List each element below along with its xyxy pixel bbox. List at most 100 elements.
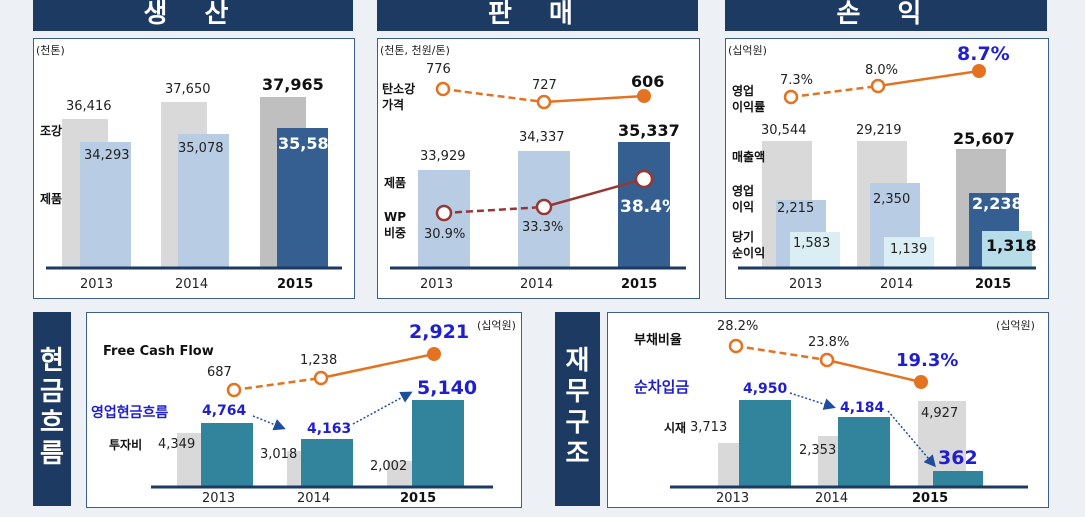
profit-net-bar-2015	[982, 231, 1032, 268]
fin-debt-ratio-value-2015: 19.3%	[896, 350, 959, 371]
fin-arrow-2013-2014	[789, 392, 836, 410]
financial-chart	[670, 338, 1028, 489]
sales-product-value-2015: 35,337	[618, 121, 680, 140]
cf-arrow-2014-2015	[352, 391, 413, 425]
sales-product-label: 제품	[384, 176, 407, 190]
cf-fcf-value-2015: 2,921	[409, 321, 470, 343]
sales-price-value-2014: 727	[532, 78, 557, 93]
prod-forging-value-2014: 37,650	[165, 82, 211, 97]
cf-fcf-point-2013	[226, 382, 242, 398]
cf-investment-value-2014: 3,018	[260, 447, 298, 462]
profit-op-value-2014: 2,350	[873, 192, 911, 207]
header-profit: 손 익	[725, 0, 1047, 31]
cf-operating-bar-2015	[412, 400, 464, 486]
sales-product-value-2014: 34,337	[519, 130, 565, 145]
sales-price-value-2013: 776	[426, 62, 451, 77]
cash-flow-header-text-char-0: 현	[40, 346, 64, 376]
fin-net-debt-value-2015: 362	[938, 447, 978, 469]
financial-header-text-char-1: 무	[565, 377, 590, 407]
profit-net-label: 당기 순이익	[732, 230, 766, 260]
profit-margin-line	[877, 69, 980, 88]
sales-wp-value-2013: 30.9%	[424, 227, 466, 242]
fin-debt-line	[826, 358, 922, 384]
profit-margin-label: 영업 이익률	[732, 84, 766, 114]
prod-forging-value-2013: 36,416	[66, 99, 112, 114]
cf-fcf-label: Free Cash Flow	[103, 344, 214, 359]
sales-wp-label: WP 비중	[384, 210, 407, 240]
profit-net-value-2013: 1,583	[793, 236, 831, 251]
cf-year-2015: 2015	[400, 491, 437, 506]
profit-net-bar-2014	[884, 237, 934, 268]
fin-netdebt-bar-2014	[838, 417, 890, 486]
profit-op-label: 영업 이익	[732, 184, 755, 214]
profit-margin-point-2015	[972, 64, 986, 78]
prod-product-bar-2015	[277, 128, 328, 268]
production-chart	[46, 97, 342, 270]
financial-header-text-char-3: 조	[565, 439, 590, 469]
fin-debt-ratio-label: 부채비율	[634, 333, 682, 348]
sales-wp-line	[543, 177, 645, 209]
cash-flow-header-text-char-1: 금	[40, 377, 64, 407]
fin-net-debt-label: 순차입금	[634, 378, 690, 396]
prod-product-value-2013: 34,293	[84, 148, 130, 163]
fin-debt-point-2015	[914, 375, 928, 389]
prod-year-2013: 2013	[80, 277, 114, 292]
cf-unit: (십억원)	[477, 319, 516, 332]
fin-year-2013: 2013	[716, 491, 750, 506]
profit-revenue-value-2015: 25,607	[953, 129, 1015, 148]
fin-netdebt-bar-2013	[739, 400, 791, 486]
cf-fcf-line	[320, 352, 435, 380]
profit-year-2015: 2015	[975, 277, 1012, 292]
cf-investment-value-2015: 2,002	[370, 459, 408, 474]
financial-header-text-char-2: 구	[565, 408, 590, 438]
cf-investment-label: 투자비	[109, 438, 143, 452]
sales-year-2014: 2014	[520, 277, 554, 292]
profit-net-value-2014: 1,139	[890, 242, 928, 257]
cf-year-2014: 2014	[297, 491, 331, 506]
profit-year-2013: 2013	[789, 277, 823, 292]
profit-revenue-label: 매출액	[732, 150, 766, 164]
fin-debt-ratio-value-2014: 23.8%	[808, 335, 850, 350]
cf-investment-value-2013: 4,349	[158, 437, 196, 452]
profit-revenue-value-2013: 30,544	[761, 123, 807, 138]
cf-fcf-point-2014	[313, 370, 329, 386]
cf-fcf-line-dashed	[233, 376, 322, 392]
sales-wp-line-dashed	[443, 205, 545, 215]
cf-fcf-value-2014: 1,238	[300, 353, 338, 368]
sales-unit: (천톤, 천원/톤)	[380, 44, 450, 57]
fin-net-debt-value-2013: 4,950	[743, 381, 788, 397]
profit-margin-line-dashed	[790, 84, 879, 99]
production-panel: (천톤) 조강 제품 36,416 37,650 37,965 34,293 3…	[33, 38, 355, 299]
profit-year-2014: 2014	[880, 277, 914, 292]
fin-debt-line-dashed	[735, 344, 828, 362]
sales-price-point-2014	[536, 94, 552, 110]
cf-operating-value-2015: 5,140	[417, 377, 478, 399]
prod-year-2014: 2014	[175, 277, 209, 292]
cf-operating-bar-2013	[201, 423, 253, 486]
fin-net-debt-value-2014: 4,184	[840, 400, 885, 416]
prod-product-bar-2014	[178, 134, 229, 268]
profit-panel: (십억원) 영업 이익률 매출액 영업 이익 당기 순이익 7.3% 8.0% …	[725, 38, 1049, 299]
sales-chart	[390, 81, 686, 270]
fin-market-value-2015: 4,927	[921, 406, 959, 421]
header-sales: 판 매	[377, 0, 698, 31]
fin-market-label: 시재	[664, 421, 687, 435]
sales-price-line-dashed	[442, 87, 545, 104]
prod-product-label: 제품	[40, 192, 63, 206]
sales-price-label: 탄소강 가격	[382, 82, 416, 112]
sales-year-2015: 2015	[621, 277, 658, 292]
cf-arrow-2013-2014	[252, 415, 286, 431]
header-production: 생 산	[33, 0, 353, 31]
financial-panel: (십억원) 부채비율 순차입금 시재 28.2% 23.8% 19.3% 4,9…	[607, 312, 1049, 508]
fin-year-2015: 2015	[912, 491, 949, 506]
sales-wp-point-2013	[435, 204, 453, 222]
fin-market-value-2014: 2,353	[799, 443, 837, 458]
fin-unit: (십억원)	[996, 319, 1035, 332]
profit-chart	[738, 64, 1036, 270]
cf-operating-value-2014: 4,163	[307, 421, 352, 437]
fin-debt-ratio-value-2013: 28.2%	[717, 319, 759, 334]
fin-netdebt-bar-2015	[933, 471, 983, 486]
cf-year-2013: 2013	[202, 491, 236, 506]
